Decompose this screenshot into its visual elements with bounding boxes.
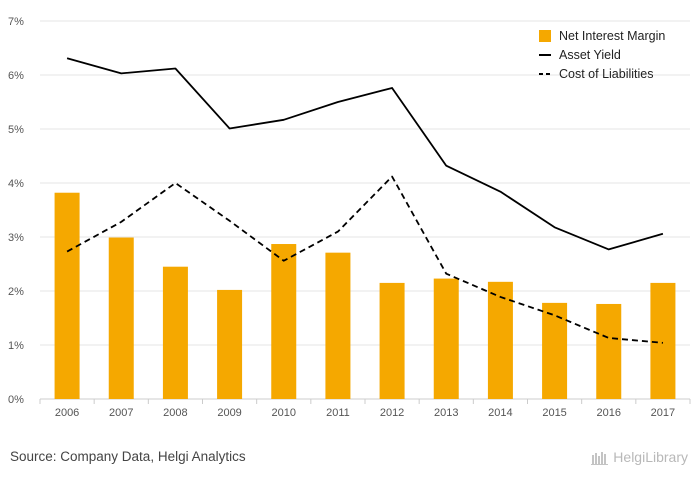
x-tick-label: 2011 [326, 407, 350, 419]
bar-net-interest-margin [650, 282, 676, 399]
x-tick-label: 2008 [163, 407, 187, 419]
legend-label: Asset Yield [559, 48, 621, 62]
library-icon [591, 452, 609, 465]
bar-net-interest-margin [217, 289, 243, 399]
x-tick-label: 2010 [272, 407, 296, 419]
bar-net-interest-margin [108, 237, 134, 399]
bar-net-interest-margin [271, 244, 297, 399]
legend-label: Net Interest Margin [559, 29, 665, 43]
x-tick-label: 2014 [488, 407, 512, 419]
y-tick-label: 4% [8, 178, 24, 190]
bar-net-interest-margin [162, 266, 188, 399]
x-tick-label: 2016 [597, 407, 621, 419]
y-tick-label: 1% [8, 340, 24, 352]
y-tick-label: 5% [8, 124, 24, 136]
legend-label: Cost of Liabilities [559, 67, 654, 81]
bar-net-interest-margin [596, 303, 622, 399]
x-tick-label: 2006 [55, 407, 79, 419]
y-tick-label: 3% [8, 232, 24, 244]
bar-net-interest-margin [487, 281, 513, 399]
x-tick-label: 2007 [109, 407, 133, 419]
x-tick-label: 2009 [217, 407, 241, 419]
y-tick-label: 0% [8, 394, 24, 406]
x-tick-label: 2012 [380, 407, 404, 419]
x-tick-label: 2015 [542, 407, 566, 419]
bar-net-interest-margin [325, 252, 351, 399]
line-cost-of-liabilities [66, 175, 663, 344]
x-tick-label: 2013 [434, 407, 458, 419]
bar-net-interest-margin [379, 282, 405, 399]
chart: 0% 1% 2% 3% 4% 5% 6% 7% 2006 2007 2008 2009 2010 2011… [8, 16, 691, 419]
source-note: Source: Company Data, Helgi Analytics [10, 449, 246, 464]
x-tick-label: 2017 [651, 407, 675, 419]
y-tick-label: 2% [8, 286, 24, 298]
legend-swatch-bar [539, 30, 551, 42]
brand-logo: HelgiLibrary [591, 449, 688, 465]
brand-name: HelgiLibrary [613, 449, 688, 465]
bar-net-interest-margin [54, 192, 80, 399]
bar-net-interest-margin [433, 278, 459, 399]
line-asset-yield [66, 57, 664, 251]
y-tick-label: 7% [8, 16, 24, 28]
bar-net-interest-margin [542, 302, 568, 399]
y-tick-label: 6% [8, 70, 24, 82]
